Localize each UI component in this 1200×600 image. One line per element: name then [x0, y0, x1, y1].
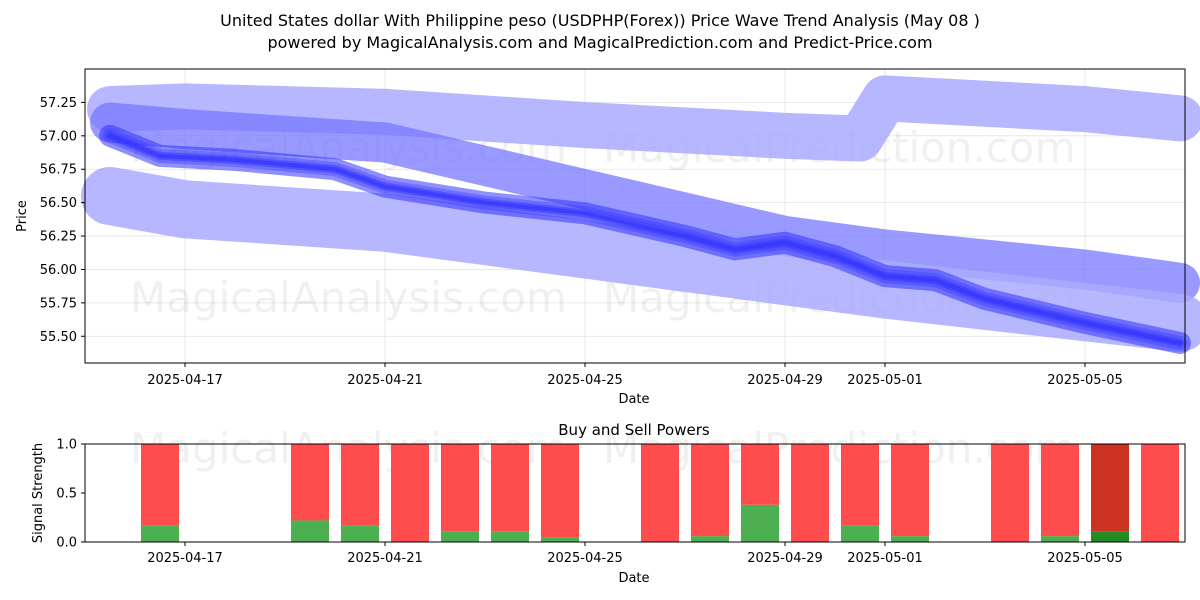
x-tick-label: 2025-05-01 [847, 551, 923, 566]
wave-core-line [108, 133, 1182, 345]
sell-bar [991, 444, 1029, 542]
buy-bar [291, 520, 329, 542]
x-tick-label: 2025-04-21 [347, 373, 423, 388]
x-tick-label: 2025-04-25 [547, 551, 623, 566]
price-y-ticks: 55.50 55.75 56.00 56.25 56.50 56.75 57.00 57.25 [40, 96, 85, 345]
x-tick-label: 2025-05-01 [847, 373, 923, 388]
sell-bar [891, 444, 929, 537]
y-tick-label: 1.0 [56, 438, 77, 453]
sell-bar [691, 444, 729, 537]
price-x-axis-label: Date [618, 392, 649, 407]
x-tick-label: 2025-04-21 [347, 551, 423, 566]
buy-bar [341, 525, 379, 542]
buy-bar [1091, 531, 1129, 542]
buy-bar [491, 531, 529, 542]
price-panel: MagicalAnalysis.com MagicalPrediction.co… [15, 68, 1200, 407]
chart-subtitle: powered by MagicalAnalysis.com and Magic… [267, 33, 932, 52]
x-tick-label: 2025-04-25 [547, 373, 623, 388]
sell-bar [141, 444, 179, 526]
sell-bar [291, 444, 329, 521]
signal-panel: Buy and Sell Powers MagicalAnalysis.com … [31, 421, 1186, 586]
chart-title: United States dollar With Philippine pes… [220, 11, 980, 30]
sell-bar [441, 444, 479, 532]
signal-y-axis-label: Signal Strength [31, 443, 46, 543]
sell-bar [1141, 444, 1179, 542]
sell-bar [541, 444, 579, 538]
sell-bar [491, 444, 529, 532]
x-tick-label: 2025-05-05 [1047, 373, 1123, 388]
sell-bar [841, 444, 879, 526]
price-x-ticks: 2025-04-17 2025-04-21 2025-04-25 2025-04-29… [147, 363, 1123, 388]
sell-bar [1091, 444, 1129, 532]
signal-x-ticks: 2025-04-17 2025-04-21 2025-04-25 2025-04-29… [147, 542, 1123, 566]
y-tick-label: 56.25 [40, 230, 77, 245]
signal-bars [141, 444, 1179, 542]
sell-bar [791, 444, 829, 542]
wave-band [87, 75, 1200, 162]
buy-bar [741, 504, 779, 542]
buy-bar [891, 536, 929, 542]
y-tick-label: 56.75 [40, 163, 77, 178]
sell-bar [341, 444, 379, 526]
x-tick-label: 2025-04-29 [747, 551, 823, 566]
y-tick-label: 0.0 [56, 536, 77, 551]
buy-bar [1041, 536, 1079, 542]
price-y-axis-label: Price [15, 200, 30, 232]
signal-watermarks: MagicalAnalysis.com MagicalPrediction.co… [130, 424, 1076, 473]
sell-bar [391, 444, 429, 542]
y-tick-label: 56.50 [40, 196, 77, 211]
y-tick-label: 55.50 [40, 330, 77, 345]
x-tick-label: 2025-04-17 [147, 551, 223, 566]
price-plot-frame [84, 68, 1186, 364]
wave-band [90, 102, 1200, 303]
x-tick-label: 2025-05-05 [1047, 551, 1123, 566]
sell-bar [741, 444, 779, 505]
y-tick-label: 57.00 [40, 129, 77, 144]
buy-bar [141, 525, 179, 542]
x-tick-label: 2025-04-29 [747, 373, 823, 388]
x-tick-label: 2025-04-17 [147, 373, 223, 388]
price-bands [81, 75, 1200, 354]
signal-x-axis-label: Date [618, 571, 649, 586]
buy-bar [541, 537, 579, 542]
signal-y-ticks: 0.0 0.5 1.0 [56, 438, 85, 551]
buy-bar [441, 531, 479, 542]
watermark-text: MagicalAnalysis.com [130, 273, 567, 322]
buy-bar [841, 525, 879, 542]
sell-bar [1041, 444, 1079, 537]
y-tick-label: 55.75 [40, 296, 77, 311]
sell-bar [641, 444, 679, 542]
y-tick-label: 56.00 [40, 263, 77, 278]
y-tick-label: 0.5 [56, 487, 77, 502]
y-tick-label: 57.25 [40, 96, 77, 111]
signal-title: Buy and Sell Powers [558, 421, 710, 439]
buy-bar [691, 536, 729, 542]
